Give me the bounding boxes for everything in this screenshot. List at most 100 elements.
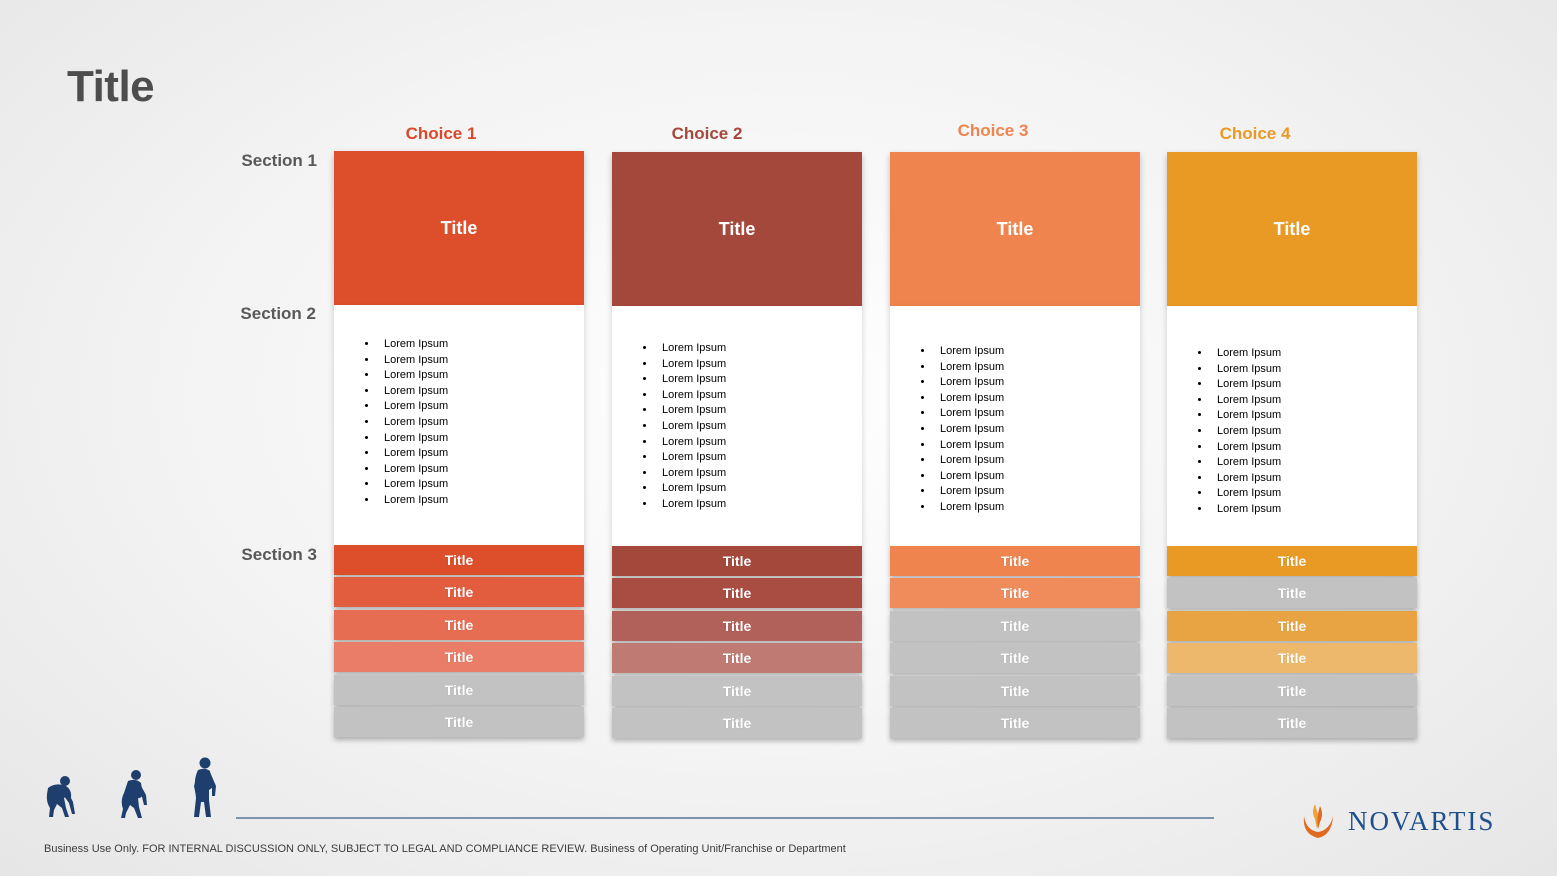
choice-1-bullet-list: Lorem IpsumLorem IpsumLorem IpsumLorem I… xyxy=(334,305,584,509)
choice-4-stack-item-1[interactable]: Title xyxy=(1167,546,1417,576)
bullet-item: Lorem Ipsum xyxy=(934,500,1140,516)
bullet-item: Lorem Ipsum xyxy=(656,403,862,419)
choice-2-stack-item-6[interactable]: Title xyxy=(612,707,862,738)
choice-3-stack-item-1[interactable]: Title xyxy=(890,546,1140,576)
choice-2-bullet-panel: Lorem IpsumLorem IpsumLorem IpsumLorem I… xyxy=(612,306,862,546)
bullet-item: Lorem Ipsum xyxy=(934,360,1140,376)
novartis-wordmark: NOVARTIS xyxy=(1348,805,1496,836)
section-3-label: Section 3 xyxy=(241,545,317,564)
novartis-logo: NOVARTIS xyxy=(1300,800,1522,842)
bullet-item: Lorem Ipsum xyxy=(1211,408,1417,424)
choice-1-stack-item-6[interactable]: Title xyxy=(334,706,584,737)
choice-4-stack-item-2[interactable]: Title xyxy=(1167,578,1417,609)
bullet-item: Lorem Ipsum xyxy=(934,438,1140,454)
bullet-item: Lorem Ipsum xyxy=(656,357,862,373)
choice-1-stack-item-4[interactable]: Title xyxy=(334,642,584,673)
bullet-item: Lorem Ipsum xyxy=(656,481,862,497)
section-2-label: Section 2 xyxy=(240,304,316,323)
footer-divider xyxy=(236,817,1214,819)
evolution-hominid-icon xyxy=(121,770,147,818)
choice-4-stack-item-5[interactable]: Title xyxy=(1167,675,1417,706)
choice-3-stack-item-6[interactable]: Title xyxy=(890,707,1140,738)
choice-1-title-block[interactable]: Title xyxy=(334,151,584,305)
choice-3-stack-item-2[interactable]: Title xyxy=(890,578,1140,609)
bullet-item: Lorem Ipsum xyxy=(1211,455,1417,471)
bullet-item: Lorem Ipsum xyxy=(378,368,584,384)
bullet-item: Lorem Ipsum xyxy=(934,406,1140,422)
choice-4-section3-stack: Title Title Title Title Title Title xyxy=(1167,546,1417,740)
choice-1-stack-item-5[interactable]: Title xyxy=(334,674,584,705)
footer-disclaimer: Business Use Only. FOR INTERNAL DISCUSSI… xyxy=(44,843,846,855)
bullet-item: Lorem Ipsum xyxy=(378,493,584,509)
choice-3-bullet-list: Lorem IpsumLorem IpsumLorem IpsumLorem I… xyxy=(890,306,1140,516)
choice-2-stack-item-3[interactable]: Title xyxy=(612,610,862,641)
choice-1-stack-item-3[interactable]: Title xyxy=(334,609,584,640)
choice-4-stack-item-3[interactable]: Title xyxy=(1167,610,1417,641)
bullet-item: Lorem Ipsum xyxy=(934,422,1140,438)
bullet-item: Lorem Ipsum xyxy=(1211,393,1417,409)
novartis-flame-icon xyxy=(1303,804,1333,838)
choice-1-section3-stack: Title Title Title Title Title Title xyxy=(334,545,584,739)
choice-3-stack-item-4[interactable]: Title xyxy=(890,643,1140,674)
choice-2-title-block[interactable]: Title xyxy=(612,152,862,306)
choice-3-stack-item-3[interactable]: Title xyxy=(890,610,1140,641)
choice-4-stack-item-4[interactable]: Title xyxy=(1167,643,1417,674)
bullet-item: Lorem Ipsum xyxy=(378,462,584,478)
bullet-item: Lorem Ipsum xyxy=(656,497,862,513)
choice-3-section3-stack: Title Title Title Title Title Title xyxy=(890,546,1140,740)
choice-3-title-label: Title xyxy=(996,218,1034,239)
choice-2-title-label: Title xyxy=(718,218,756,239)
choice-2-header: Choice 2 xyxy=(671,124,743,143)
bullet-item: Lorem Ipsum xyxy=(656,388,862,404)
bullet-item: Lorem Ipsum xyxy=(1211,424,1417,440)
choice-2-section3-stack: Title Title Title Title Title Title xyxy=(612,546,862,740)
bullet-item: Lorem Ipsum xyxy=(1211,502,1417,518)
choice-4-header: Choice 4 xyxy=(1219,124,1291,143)
bullet-item: Lorem Ipsum xyxy=(934,484,1140,500)
bullet-item: Lorem Ipsum xyxy=(378,384,584,400)
slide-title: Title xyxy=(67,62,155,111)
bullet-item: Lorem Ipsum xyxy=(934,344,1140,360)
choice-4-title-label: Title xyxy=(1273,218,1311,239)
evolution-ape-icon xyxy=(46,776,75,817)
choice-2-stack-item-5[interactable]: Title xyxy=(612,675,862,706)
choice-3-header: Choice 3 xyxy=(957,121,1029,140)
bullet-item: Lorem Ipsum xyxy=(378,446,584,462)
bullet-item: Lorem Ipsum xyxy=(656,450,862,466)
bullet-item: Lorem Ipsum xyxy=(934,391,1140,407)
bullet-item: Lorem Ipsum xyxy=(656,341,862,357)
bullet-item: Lorem Ipsum xyxy=(378,477,584,493)
bullet-item: Lorem Ipsum xyxy=(378,431,584,447)
bullet-item: Lorem Ipsum xyxy=(1211,486,1417,502)
choice-4-stack-item-6[interactable]: Title xyxy=(1167,707,1417,738)
bullet-item: Lorem Ipsum xyxy=(656,466,862,482)
bullet-item: Lorem Ipsum xyxy=(378,353,584,369)
bullet-item: Lorem Ipsum xyxy=(656,435,862,451)
bullet-item: Lorem Ipsum xyxy=(934,469,1140,485)
choice-4-bullet-panel: Lorem IpsumLorem IpsumLorem IpsumLorem I… xyxy=(1167,306,1417,546)
choice-2-stack-item-1[interactable]: Title xyxy=(612,546,862,576)
bullet-item: Lorem Ipsum xyxy=(378,399,584,415)
choice-3-stack-item-5[interactable]: Title xyxy=(890,675,1140,706)
choice-1-bullet-panel: Lorem IpsumLorem IpsumLorem IpsumLorem I… xyxy=(334,305,584,545)
evolution-human-icon xyxy=(194,757,216,817)
choice-3-bullet-panel: Lorem IpsumLorem IpsumLorem IpsumLorem I… xyxy=(890,306,1140,546)
choice-1-title-label: Title xyxy=(440,217,478,238)
bullet-item: Lorem Ipsum xyxy=(1211,471,1417,487)
bullet-item: Lorem Ipsum xyxy=(656,372,862,388)
choice-1-stack-item-2[interactable]: Title xyxy=(334,577,584,608)
section-1-label: Section 1 xyxy=(241,151,317,170)
choice-2-stack-item-2[interactable]: Title xyxy=(612,578,862,609)
bullet-item: Lorem Ipsum xyxy=(1211,346,1417,362)
choice-4-bullet-list: Lorem IpsumLorem IpsumLorem IpsumLorem I… xyxy=(1167,306,1417,518)
choice-1-header: Choice 1 xyxy=(405,124,477,143)
choice-1-stack-item-1[interactable]: Title xyxy=(334,545,584,575)
choice-2-stack-item-4[interactable]: Title xyxy=(612,643,862,674)
choice-2-bullet-list: Lorem IpsumLorem IpsumLorem IpsumLorem I… xyxy=(612,306,862,513)
bullet-item: Lorem Ipsum xyxy=(378,415,584,431)
bullet-item: Lorem Ipsum xyxy=(1211,440,1417,456)
choice-4-title-block[interactable]: Title xyxy=(1167,152,1417,306)
bullet-item: Lorem Ipsum xyxy=(378,337,584,353)
choice-3-title-block[interactable]: Title xyxy=(890,152,1140,306)
bullet-item: Lorem Ipsum xyxy=(934,375,1140,391)
